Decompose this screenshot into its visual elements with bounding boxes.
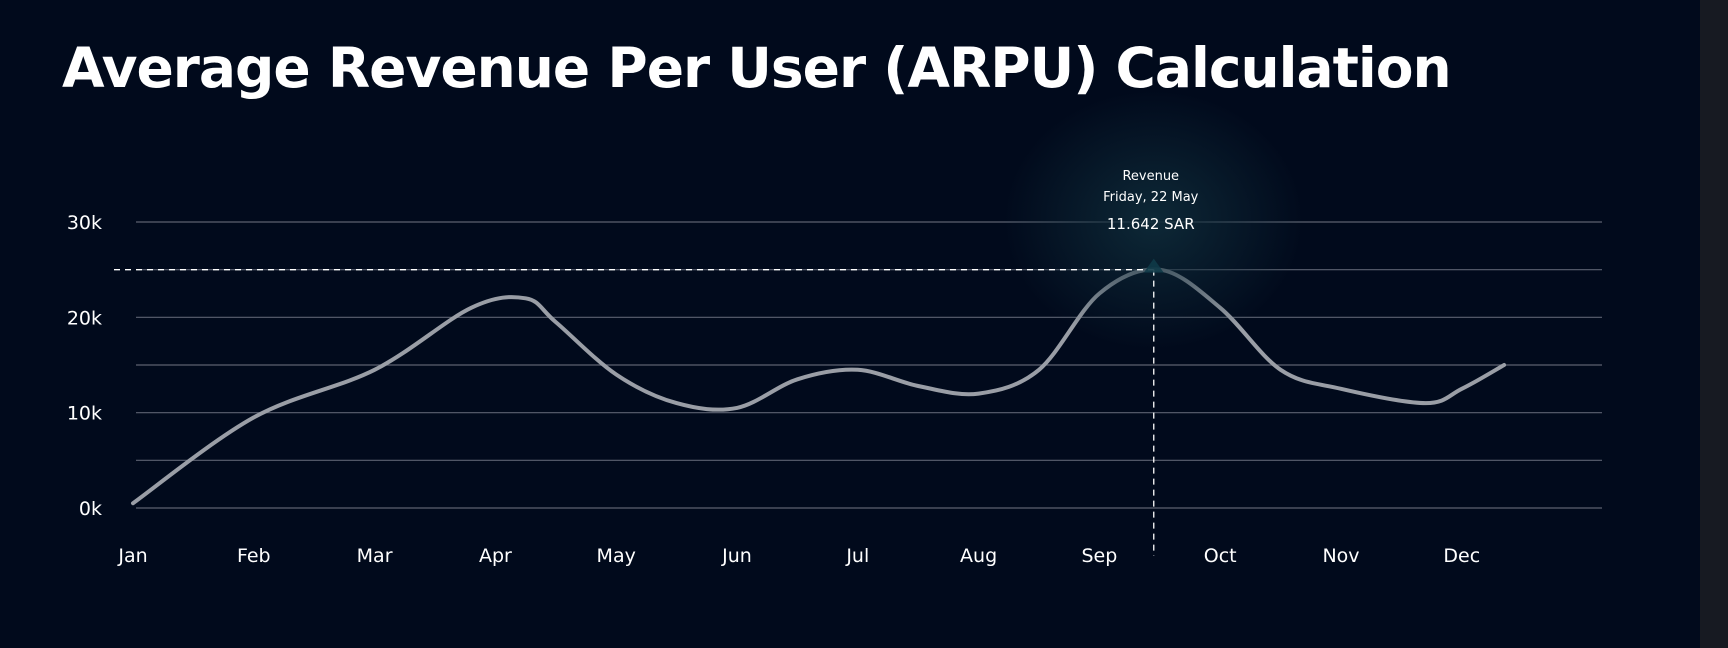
y-tick-label: 20k	[67, 307, 102, 329]
x-tick-label: Aug	[960, 545, 997, 567]
page-title: Average Revenue Per User (ARPU) Calculat…	[62, 36, 1452, 100]
tooltip-title: Revenue	[1122, 169, 1179, 184]
y-axis-ticks: 0k 10k 20k 30k	[67, 212, 102, 520]
series-line	[131, 267, 1507, 506]
x-tick-label: Sep	[1081, 545, 1117, 567]
x-tick-label: Oct	[1204, 545, 1237, 567]
y-tick-label: 30k	[67, 212, 102, 234]
tooltip-glow	[1003, 90, 1304, 350]
hover-tooltip: Revenue Friday, 22 May 11.642 SAR	[114, 90, 1304, 556]
x-tick-label: Nov	[1322, 545, 1359, 567]
y-tick-label: 10k	[67, 403, 102, 425]
x-tick-label: Jul	[845, 545, 869, 567]
gridlines	[136, 221, 1602, 509]
x-tick-label: Dec	[1443, 545, 1480, 567]
x-tick-label: Jun	[721, 545, 752, 567]
series-group	[131, 267, 1507, 506]
x-tick-label: Feb	[237, 545, 271, 567]
x-tick-label: Jan	[117, 545, 147, 567]
x-tick-label: May	[597, 545, 636, 567]
x-axis-ticks: Jan Feb Mar Apr May Jun Jul Aug Sep Oct Nov Dec	[117, 545, 1480, 567]
tooltip-value: 11.642 SAR	[1107, 215, 1195, 233]
x-tick-label: Mar	[357, 545, 393, 567]
y-tick-label: 0k	[79, 498, 102, 520]
window-edge	[1700, 0, 1728, 648]
tooltip-date: Friday, 22 May	[1103, 190, 1199, 205]
x-tick-label: Apr	[479, 545, 512, 567]
highlight-marker-icon	[1143, 258, 1164, 273]
